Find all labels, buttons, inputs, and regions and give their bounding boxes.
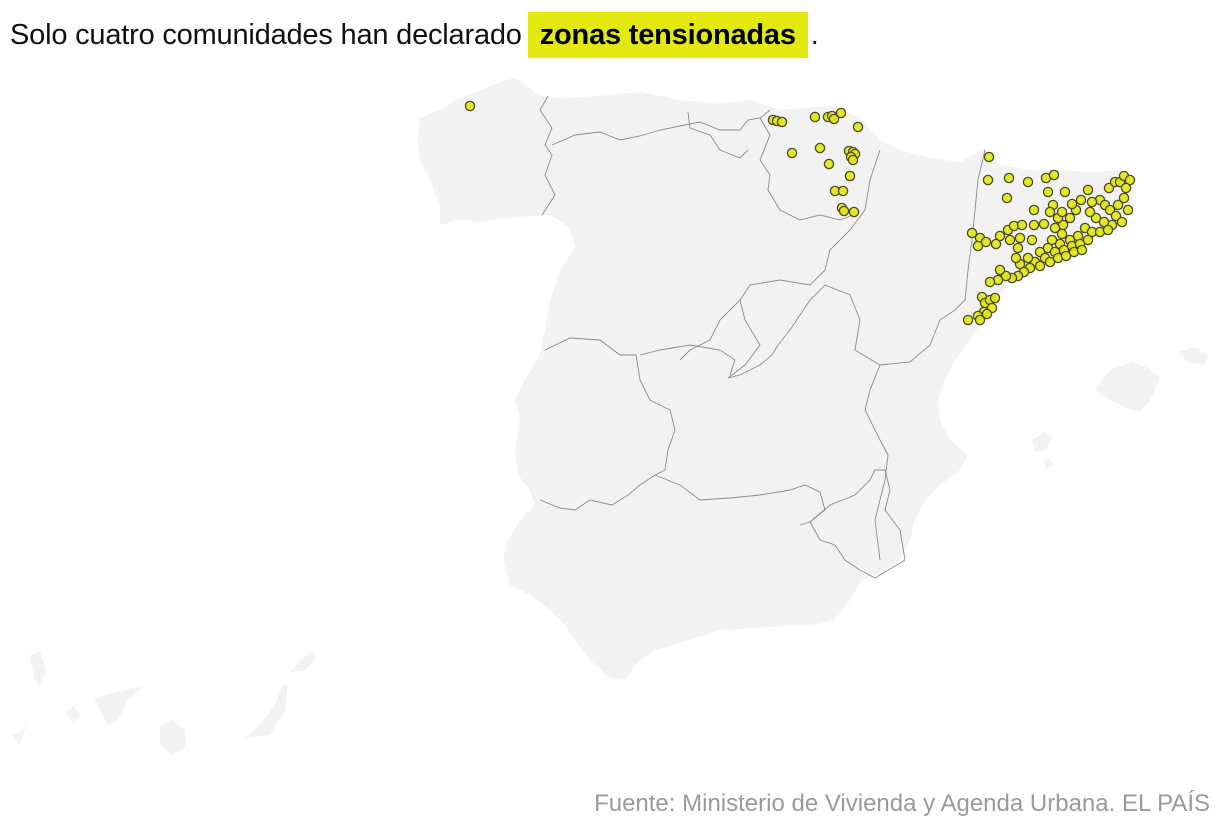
municipality-marker (1022, 252, 1034, 264)
municipality-marker (847, 154, 859, 166)
municipality-marker (1082, 234, 1094, 246)
municipality-marker (786, 147, 798, 159)
municipality-marker (814, 142, 826, 154)
region-borders (539, 95, 986, 579)
municipality-marker (981, 308, 993, 320)
municipality-marker (1001, 192, 1013, 204)
el-hierro (12, 722, 27, 745)
mainland-spain (418, 78, 1134, 680)
municipality-marker (994, 264, 1006, 276)
municipality-marker (1086, 196, 1098, 208)
mallorca (1095, 362, 1160, 412)
municipality-marker (1012, 242, 1024, 254)
municipality-marker (1082, 184, 1094, 196)
municipality-marker (1112, 199, 1124, 211)
municipality-marker (828, 113, 840, 125)
ibiza (1032, 432, 1052, 452)
municipality-marker (835, 107, 847, 119)
municipality-marker (1120, 182, 1132, 194)
municipality-marker (966, 227, 978, 239)
municipality-marker (1059, 186, 1071, 198)
border-madrid (727, 299, 779, 379)
title-highlight: zonas tensionadas (527, 12, 808, 58)
municipality-marker (1022, 176, 1034, 188)
municipality-marker (838, 205, 850, 217)
la-palma (30, 652, 46, 685)
tenerife (94, 686, 143, 726)
municipality-marker (1048, 169, 1060, 181)
gran-canaria (160, 720, 185, 755)
menorca (1178, 347, 1208, 365)
border-extremadura (539, 337, 676, 511)
municipality-marker (1084, 206, 1096, 218)
municipality-marker (1028, 219, 1040, 231)
municipality-marker (1122, 204, 1134, 216)
municipality-marker (1118, 192, 1130, 204)
municipality-marker (974, 314, 986, 326)
source-note: Fuente: Ministerio de Vivienda y Agenda … (594, 790, 1210, 817)
municipality-marker (1016, 219, 1028, 231)
title-prefix: Solo cuatro comunidades han declarado (10, 19, 522, 51)
municipality-marker (982, 174, 994, 186)
municipality-marker (1064, 212, 1076, 224)
municipality-marker (844, 170, 856, 182)
border-pais-vasco (759, 117, 861, 221)
municipality-marker (809, 111, 821, 123)
border-aragon-cataluna (879, 149, 986, 366)
municipality-marker (1042, 186, 1054, 198)
land-layer (12, 78, 1208, 755)
formentera (1044, 458, 1054, 468)
municipality-marker (1034, 260, 1046, 272)
municipality-marker (972, 240, 984, 252)
municipality-marker (464, 100, 476, 112)
zona-tensionada-markers (464, 100, 1136, 326)
municipality-marker (989, 292, 1001, 304)
municipality-marker (984, 276, 996, 288)
municipality-marker (776, 116, 788, 128)
municipality-marker (1044, 206, 1056, 218)
border-cantabria (687, 111, 749, 159)
lanzarote (290, 652, 316, 672)
chart-title: Solo cuatro comunidades han declarado zon… (10, 12, 819, 58)
border-valencia (864, 364, 889, 561)
municipality-marker (1056, 228, 1068, 240)
border-castilla-mancha-north (777, 284, 881, 366)
la-gomera (66, 706, 80, 722)
municipality-marker (837, 185, 849, 197)
municipality-marker (1102, 224, 1114, 236)
municipality-marker (823, 158, 835, 170)
municipality-marker (1049, 222, 1061, 234)
municipality-marker (1116, 216, 1128, 228)
municipality-marker (848, 206, 860, 218)
municipality-marker (1004, 234, 1016, 246)
municipality-marker (1076, 244, 1088, 256)
title-suffix: . (810, 19, 819, 51)
municipality-marker (1010, 252, 1022, 264)
municipality-marker (1028, 204, 1040, 216)
municipality-marker (1066, 198, 1078, 210)
border-murcia (809, 469, 906, 579)
municipality-marker (983, 151, 995, 163)
border-navarra (679, 149, 881, 361)
municipality-marker (990, 238, 1002, 250)
municipality-marker (1075, 194, 1087, 206)
municipality-marker (1003, 172, 1015, 184)
border-castilla-mancha-south (639, 344, 736, 376)
municipality-marker (1056, 206, 1068, 218)
municipality-marker (1038, 218, 1050, 230)
border-castilla-leon-north (551, 109, 771, 146)
municipality-marker (1026, 234, 1038, 246)
municipality-marker (852, 121, 864, 133)
border-galicia-asturias (539, 95, 556, 216)
municipality-marker (1014, 232, 1026, 244)
fuerteventura (245, 684, 288, 738)
municipality-marker (962, 314, 974, 326)
